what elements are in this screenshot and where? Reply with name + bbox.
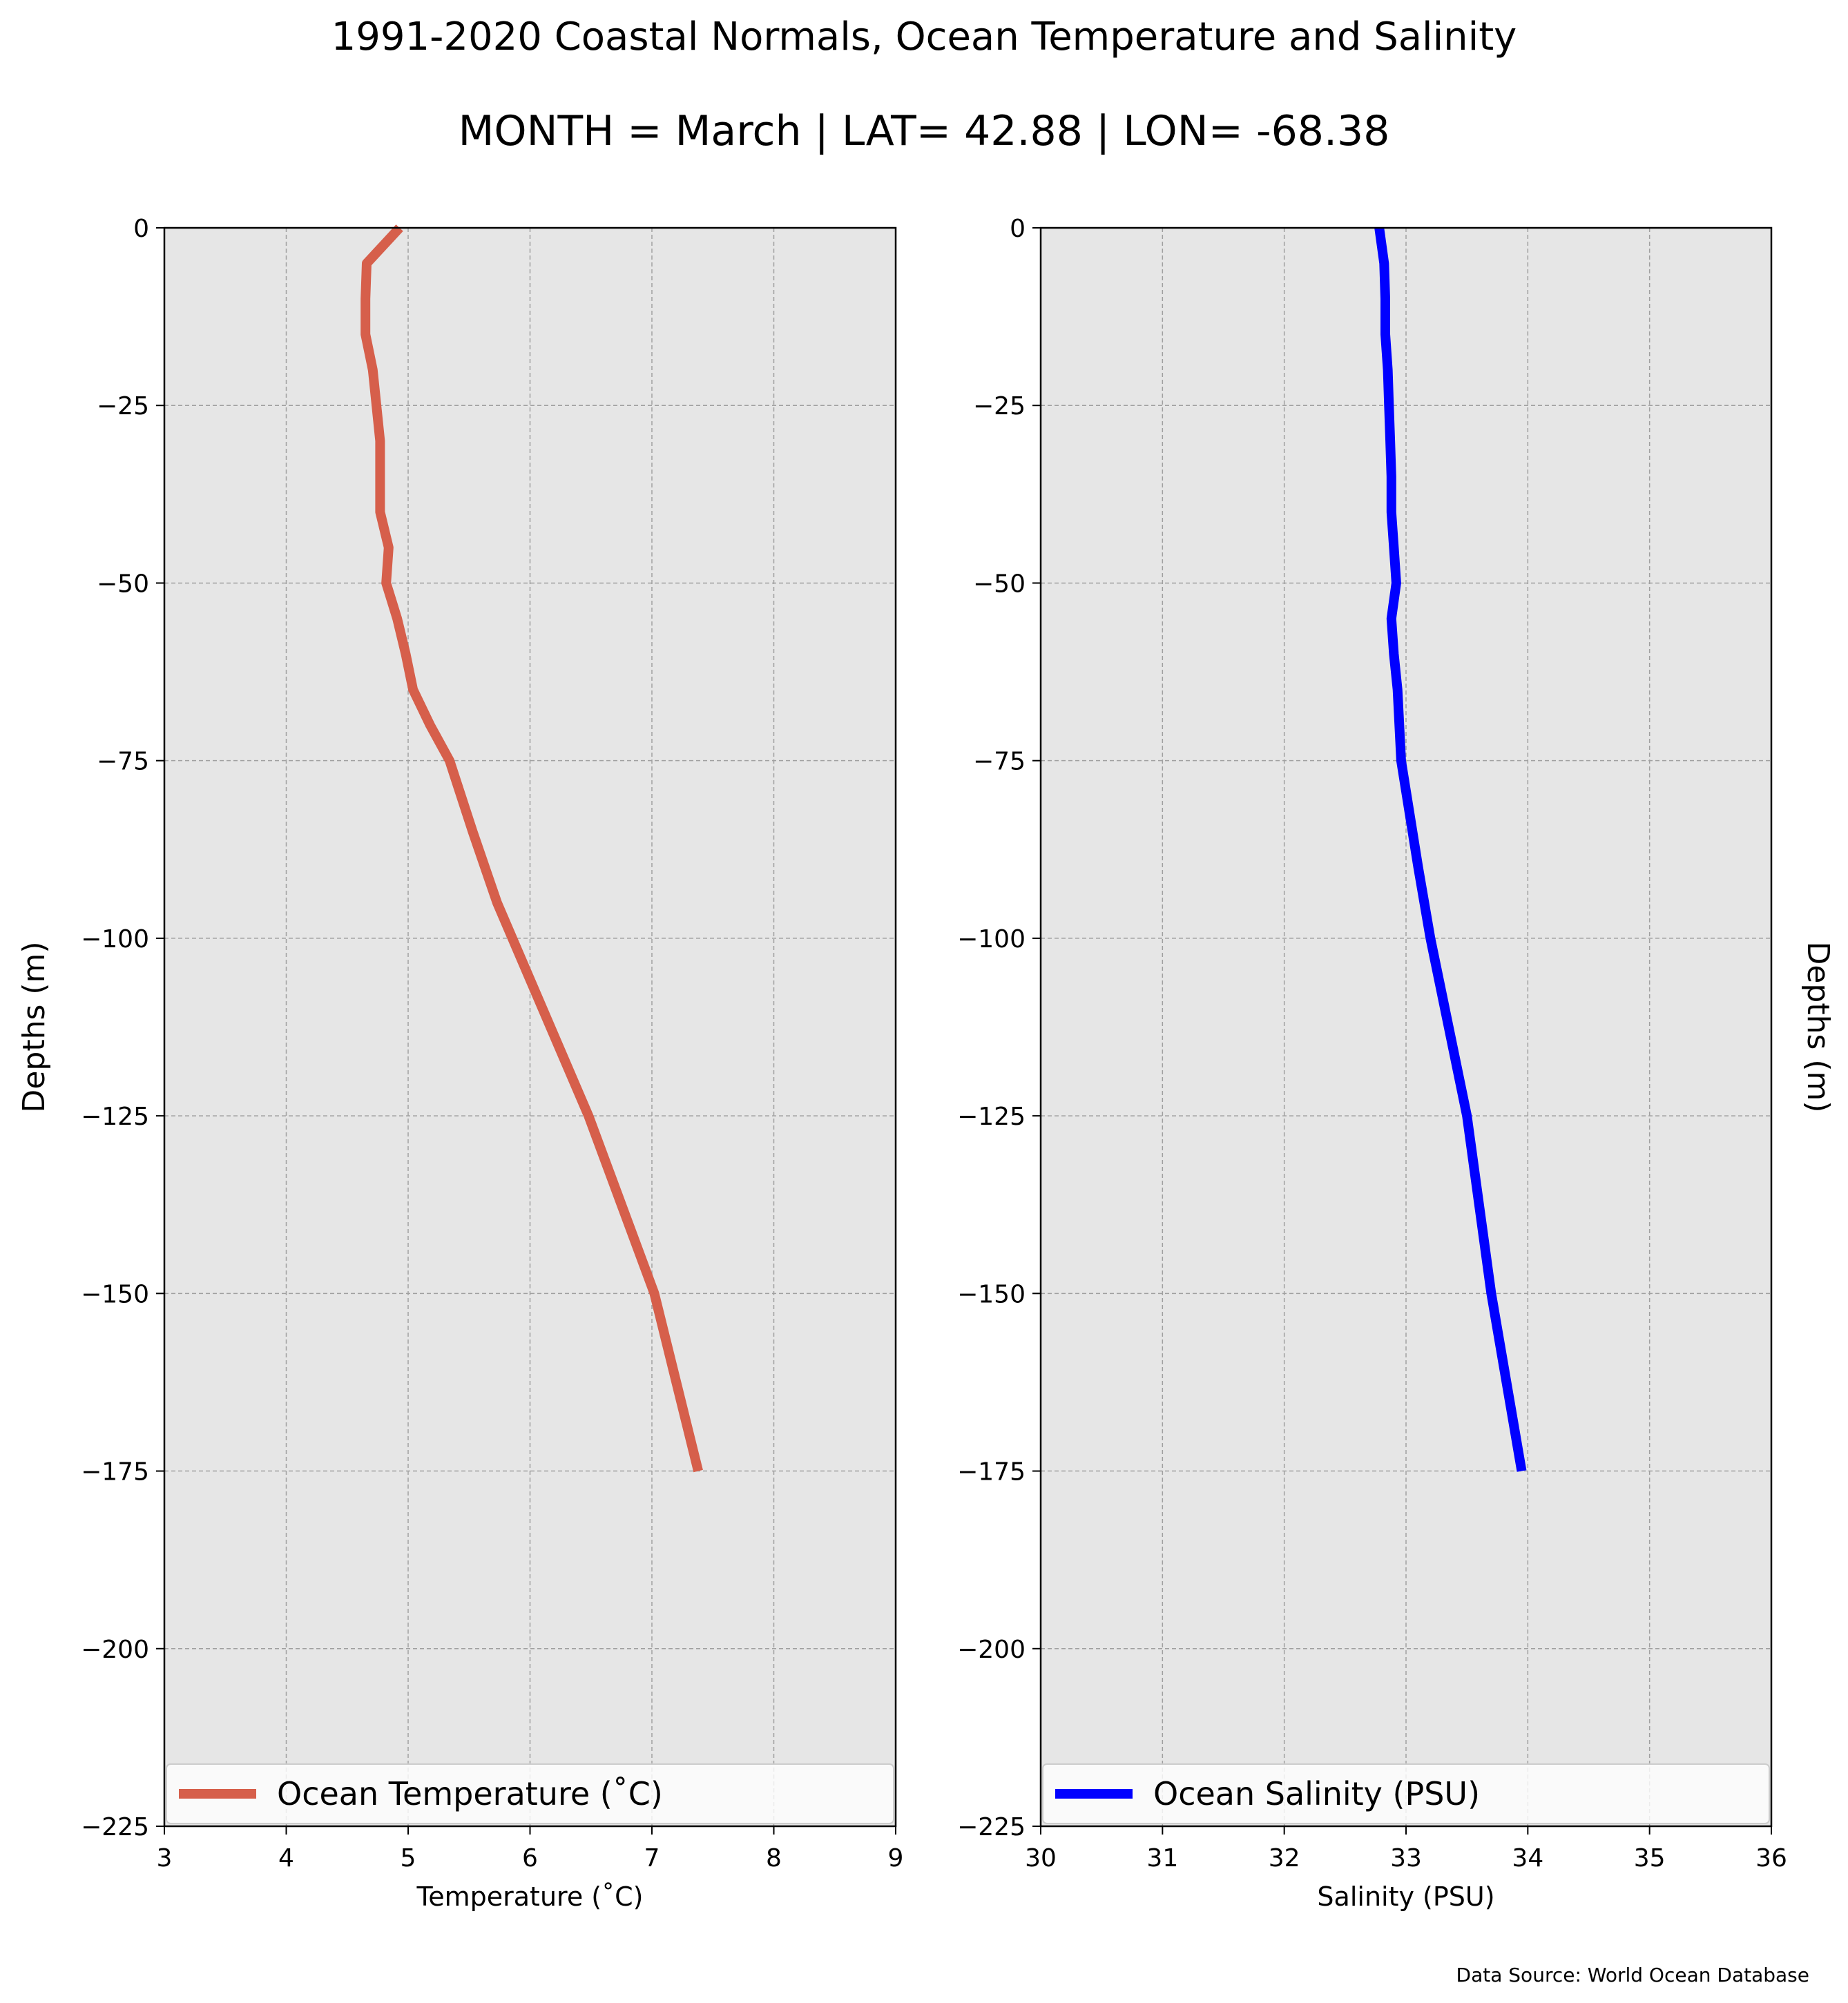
plot-area xyxy=(164,228,896,1826)
y-tick-label: −100 xyxy=(957,925,1026,954)
y-tick-label: −175 xyxy=(957,1458,1026,1487)
legend: Ocean Temperature (˚C) xyxy=(166,1763,894,1824)
y-tick-label: −25 xyxy=(973,392,1026,420)
x-axis-label: Salinity (PSU) xyxy=(1317,1881,1494,1912)
y-tick-label: −225 xyxy=(957,1813,1026,1841)
y-tick-label: −125 xyxy=(81,1103,149,1131)
y-tick-label: −50 xyxy=(973,570,1026,598)
legend-label: Ocean Temperature (˚C) xyxy=(277,1775,663,1812)
y-tick-label: −75 xyxy=(97,748,149,776)
y-tick-label: −150 xyxy=(81,1280,149,1308)
y-tick-label: −200 xyxy=(957,1636,1026,1664)
y-tick-label: −225 xyxy=(81,1813,149,1841)
x-tick-label: 34 xyxy=(1512,1844,1543,1873)
x-tick-label: 35 xyxy=(1634,1844,1666,1873)
y-tick-label: 0 xyxy=(133,215,149,243)
chart-panel-left: Ocean Temperature (˚C) 3 4 5 6 7 8 9 0 −25 −50 −75 −… xyxy=(17,215,903,1912)
x-tick-label: 6 xyxy=(522,1844,538,1873)
y-tick-label: −50 xyxy=(97,570,149,598)
x-tick-label: 3 xyxy=(157,1844,173,1873)
legend-label: Ocean Salinity (PSU) xyxy=(1153,1775,1480,1812)
figure-subtitle: MONTH = March | LAT= 42.88 | LON= -68.38 xyxy=(459,107,1390,155)
x-tick-label: 5 xyxy=(401,1844,416,1873)
legend-box xyxy=(166,1763,894,1824)
x-axis-label: Temperature (˚C) xyxy=(416,1881,644,1912)
y-tick-label: −125 xyxy=(957,1103,1026,1131)
y-axis-label: Depths (m) xyxy=(1800,941,1836,1112)
legend: Ocean Salinity (PSU) xyxy=(1042,1763,1770,1824)
y-axis-label: Depths (m) xyxy=(17,941,52,1112)
y-tick-label: −150 xyxy=(957,1280,1026,1308)
series-line-0 xyxy=(360,224,703,1473)
x-tick-label: 36 xyxy=(1755,1844,1787,1873)
figure-title: 1991-2020 Coastal Normals, Ocean Tempera… xyxy=(331,14,1517,59)
chart-panel-right: Ocean Salinity (PSU) 30 31 32 33 34 35 36 0 −25 −5… xyxy=(957,215,1836,1912)
y-tick-label: −25 xyxy=(97,392,149,420)
legend-box xyxy=(1042,1763,1770,1824)
x-tick-label: 32 xyxy=(1269,1844,1300,1873)
y-tick-label: −175 xyxy=(81,1458,149,1487)
y-tick-label: 0 xyxy=(1010,215,1026,243)
x-tick-label: 31 xyxy=(1146,1844,1178,1873)
chart-panels: Ocean Temperature (˚C)3 4 5 6 7 8 90−25−50−75−… xyxy=(17,215,1836,1912)
y-tick-label: −100 xyxy=(81,925,149,954)
plot-area xyxy=(1041,228,1771,1826)
y-tick-label: −200 xyxy=(81,1636,149,1664)
x-tick-label: 7 xyxy=(644,1844,660,1873)
x-tick-label: 30 xyxy=(1025,1844,1057,1873)
y-tick-label: −75 xyxy=(973,748,1026,776)
x-tick-label: 4 xyxy=(278,1844,294,1873)
x-tick-label: 8 xyxy=(766,1844,782,1873)
series-line-0 xyxy=(1374,227,1527,1472)
data-source-note: Data Source: World Ocean Database xyxy=(1456,1964,1809,1986)
x-tick-label: 9 xyxy=(888,1844,904,1873)
x-tick-label: 33 xyxy=(1390,1844,1422,1873)
